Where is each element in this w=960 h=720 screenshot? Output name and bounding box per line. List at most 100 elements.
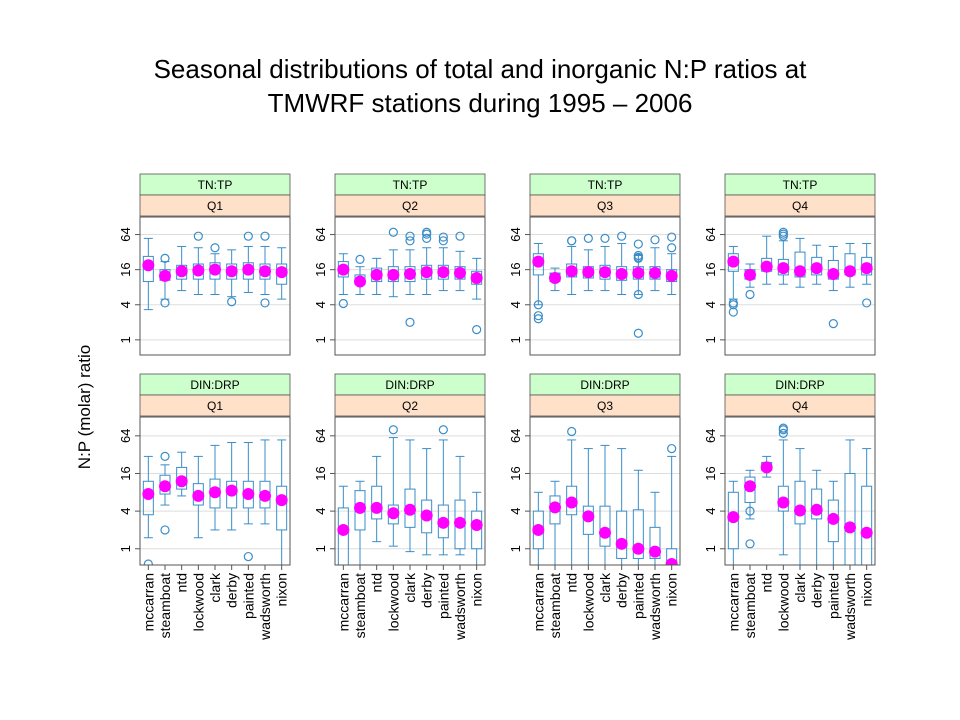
x-tick-label-lockwood: lockwood [190, 573, 206, 631]
panel-frame [139, 216, 291, 356]
box-nixon [471, 510, 483, 550]
strip-ratio-label: DIN:DRP [385, 378, 434, 392]
x-tick-label-mccarran: mccarran [335, 573, 351, 631]
median-dot-painted [437, 266, 450, 279]
y-tick-label: 1 [313, 545, 328, 552]
y-tick-label: 64 [508, 227, 523, 241]
outlier-nixon [667, 232, 677, 242]
outlier-clark [405, 317, 415, 327]
outlier-mccarran [728, 300, 738, 310]
outlier-painted [243, 231, 253, 241]
outlier-painted [243, 551, 253, 562]
panel-plot-area [727, 227, 873, 329]
strip-ratio-label: DIN:DRP [775, 378, 824, 392]
box-steamboat [744, 476, 756, 503]
panel-frame [334, 216, 486, 356]
median-dot-mccarran [532, 523, 545, 536]
y-tick-label: 4 [508, 301, 523, 308]
y-tick-label: 1 [703, 545, 718, 552]
outlier-painted [438, 425, 448, 435]
median-dot-mccarran [727, 511, 740, 524]
median-dot-ntd [175, 265, 188, 278]
outlier-derby [422, 227, 432, 237]
panel-din-drp-q3: DIN:DRP Q3 1 4 16 64 mccarran steamboat ntd lockw… [508, 373, 681, 641]
panel-din-drp-q4: DIN:DRP Q4 1 4 16 64 mccarran steamboat ntd lockw… [703, 373, 876, 641]
outlier-steamboat [160, 298, 170, 308]
median-dot-clark [794, 265, 806, 278]
median-dot-wadsworth [844, 521, 856, 534]
x-tick-label-mccarran: mccarran [725, 573, 741, 631]
median-dot-derby [810, 503, 823, 516]
median-dot-clark [404, 267, 416, 280]
outlier-nixon [862, 298, 872, 308]
box-wadsworth [844, 472, 856, 565]
box-nixon [666, 548, 678, 565]
y-tick-label: 16 [508, 262, 523, 276]
x-tick-label-clark: clark [792, 572, 808, 603]
panel-din-drp-q1: DIN:DRP Q1 1 4 16 64 mccarran steamboat ntd lockw… [118, 373, 291, 641]
panel-plot-area [532, 426, 678, 565]
median-dot-derby [225, 484, 238, 497]
chart-title: Seasonal distributions of total and inor… [0, 52, 960, 120]
median-dot-nixon [275, 494, 288, 507]
outlier-lockwood [778, 423, 788, 433]
y-tick-label: 1 [118, 545, 133, 552]
strip-quarter [334, 194, 486, 217]
median-dot-painted [242, 488, 255, 501]
median-dot-mccarran [142, 488, 155, 501]
median-dot-lockwood [387, 507, 400, 520]
y-tick-label: 1 [508, 336, 523, 343]
median-dot-nixon [860, 526, 873, 539]
x-tick-label-painted: painted [825, 573, 841, 619]
y-tick-label: 16 [313, 262, 328, 276]
chart-title-line-1: Seasonal distributions of total and inor… [153, 54, 807, 84]
chart-title-line-2: TMWRF stations during 1995 – 2006 [267, 88, 693, 118]
outlier-painted [438, 236, 448, 246]
median-dot-lockwood [777, 496, 790, 509]
outlier-clark [210, 243, 220, 253]
outlier-lockwood [193, 231, 203, 241]
strip-ratio-label: DIN:DRP [190, 378, 239, 392]
box-derby [811, 488, 823, 520]
outlier-mccarran [728, 307, 738, 317]
panel-plot-area [337, 227, 483, 335]
median-dot-derby [615, 267, 628, 280]
median-dot-ntd [370, 268, 383, 281]
box-painted [632, 509, 644, 559]
panels-layer: TN:TPQ1141664TN:TPQ2141664TN:TPQ3141664T… [118, 173, 876, 641]
x-tick-label-painted: painted [630, 573, 646, 619]
box-nixon [861, 485, 873, 565]
median-dot-steamboat [159, 480, 171, 493]
median-dot-lockwood [582, 266, 595, 279]
x-tick-label-ntd: ntd [369, 573, 385, 592]
panel-tn-tp-q1: TN:TP Q1 1 4 16 64 [118, 173, 291, 356]
outlier-lockwood [388, 425, 398, 435]
box-derby [616, 510, 628, 559]
outlier-mccarran [533, 314, 543, 324]
median-dot-wadsworth [649, 545, 661, 558]
median-dot-steamboat [744, 268, 756, 281]
panel-frame [529, 216, 681, 356]
strip-quarter [529, 394, 681, 417]
median-dot-lockwood [582, 510, 595, 523]
median-dot-clark [404, 503, 416, 516]
outlier-mccarran [338, 298, 348, 309]
median-dot-steamboat [354, 501, 366, 514]
box-mccarran [337, 507, 349, 565]
y-tick-label: 4 [118, 301, 133, 308]
outlier-ntd [567, 426, 577, 437]
box-lockwood [582, 505, 594, 535]
outlier-derby [617, 231, 627, 241]
median-dot-painted [632, 542, 645, 555]
strip-ratio-label: TN:TP [783, 178, 818, 192]
outlier-steamboat [160, 451, 170, 461]
median-dot-mccarran [727, 255, 740, 268]
outlier-painted [438, 232, 448, 242]
strip-ratio-label: TN:TP [588, 178, 623, 192]
y-tick-label: 4 [118, 508, 133, 515]
strip-quarter [334, 394, 486, 417]
outlier-clark [405, 231, 415, 241]
panel-tn-tp-q3: TN:TP Q3 1 4 16 64 [508, 173, 681, 356]
outlier-mccarran [728, 298, 738, 308]
median-dot-wadsworth [259, 265, 271, 278]
